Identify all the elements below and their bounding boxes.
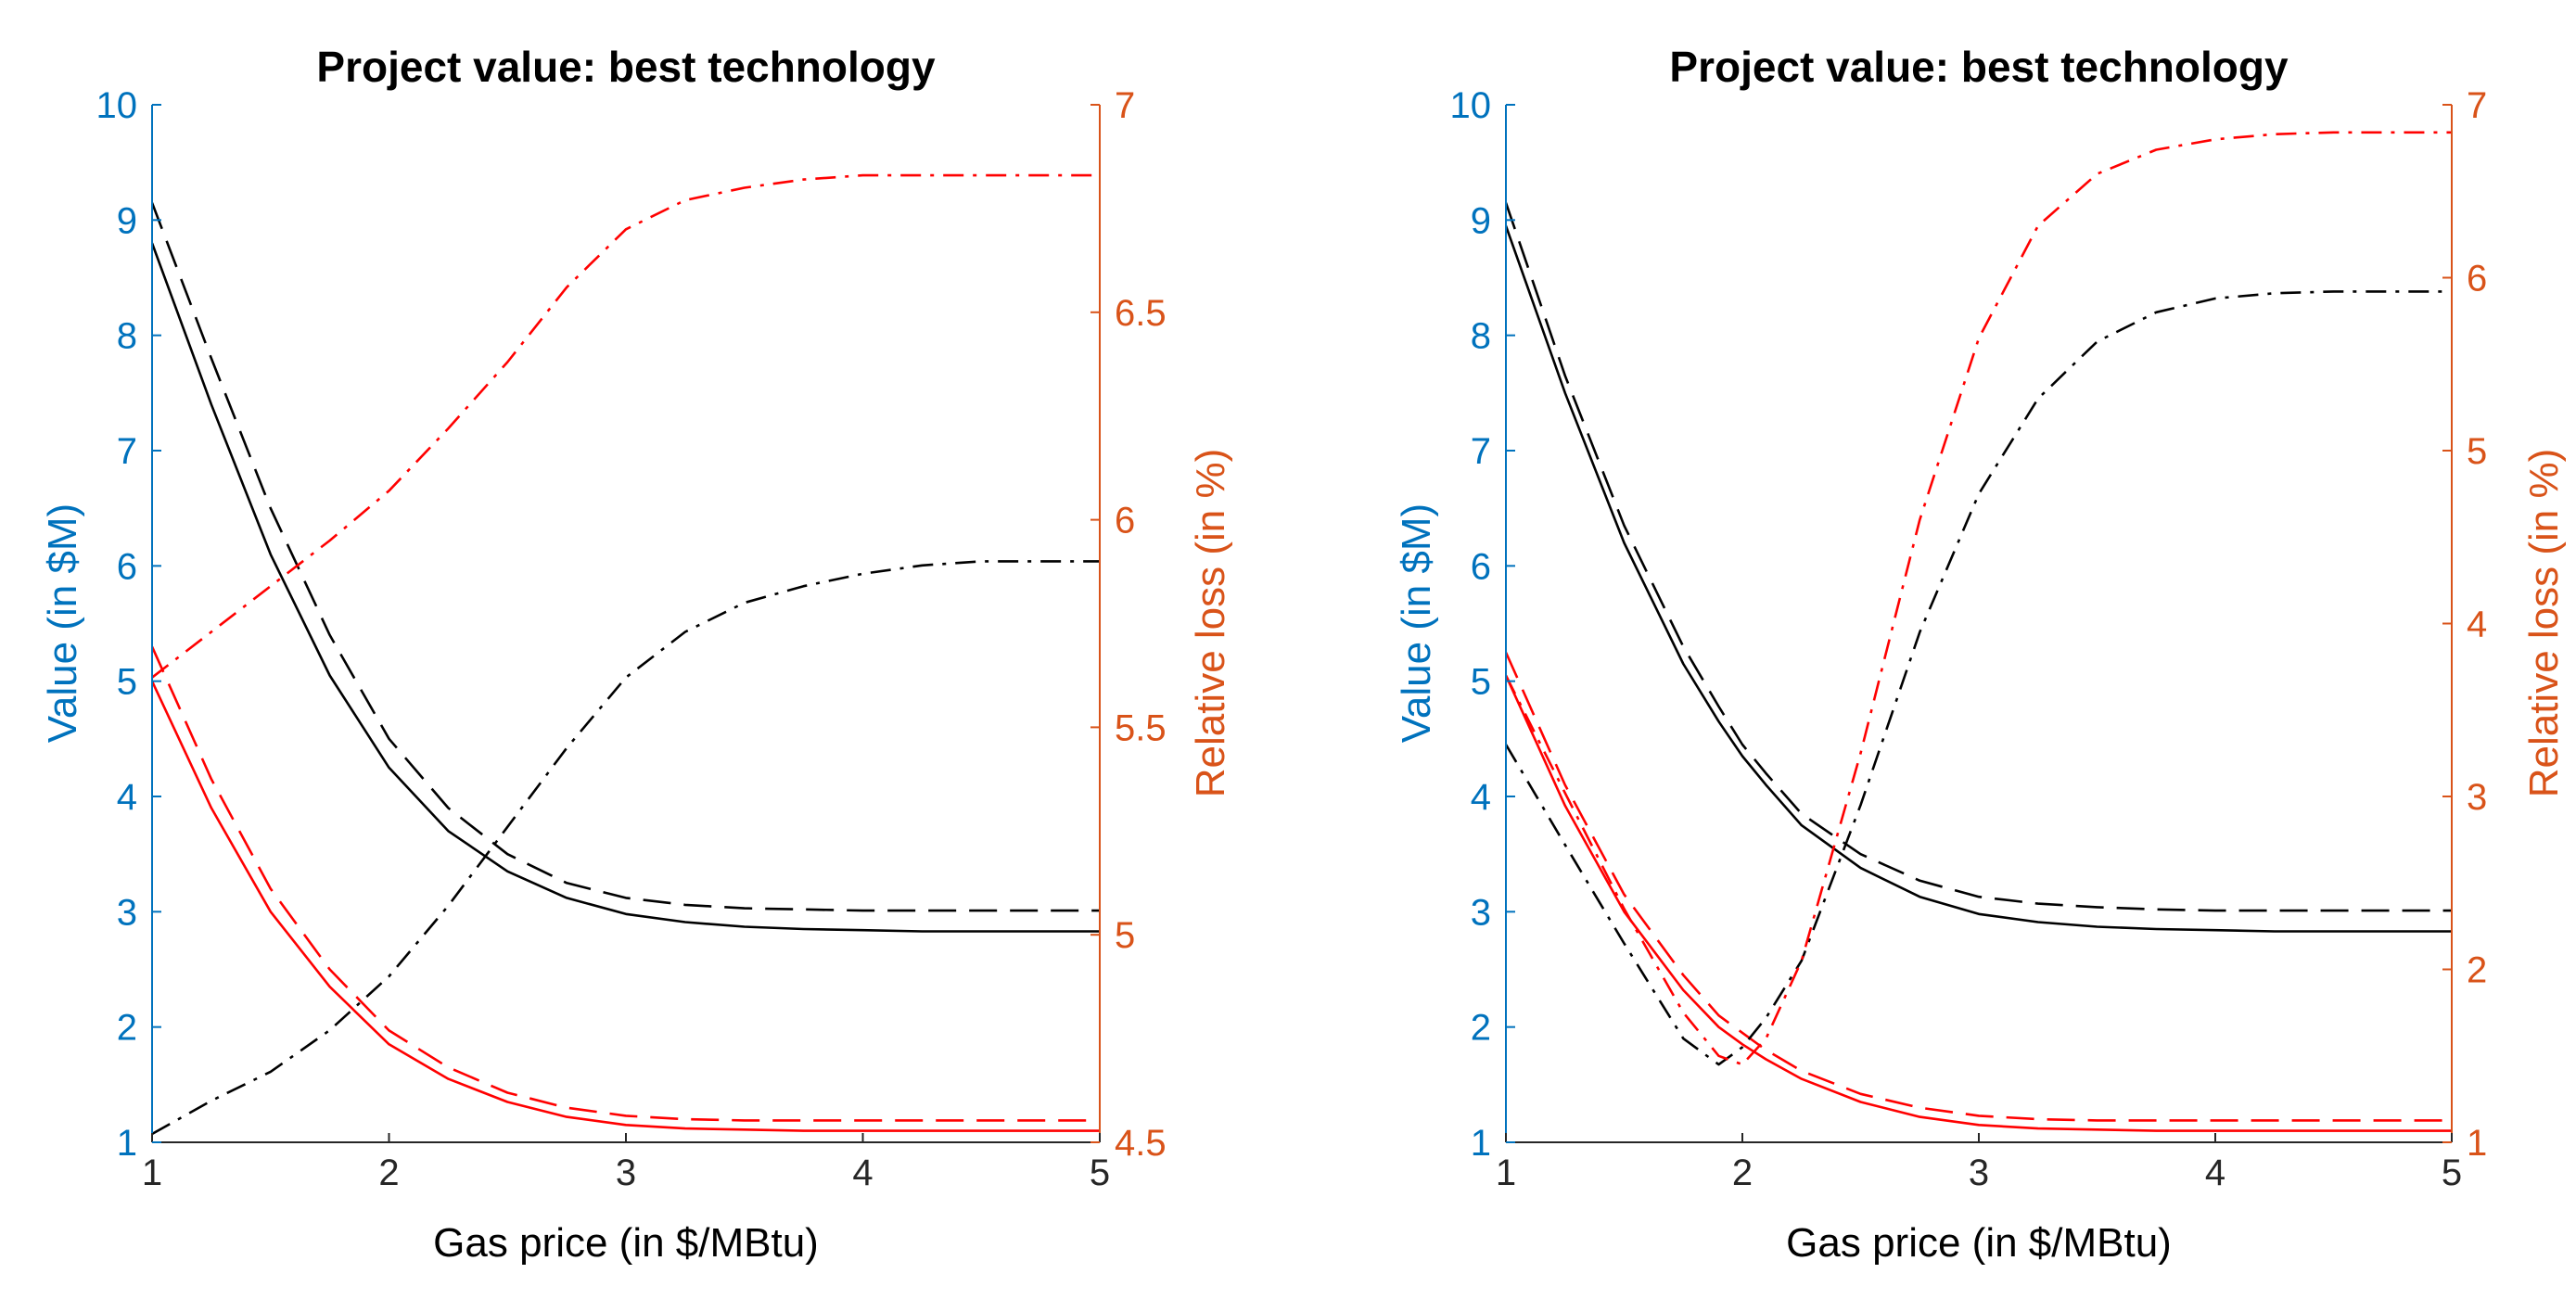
chart-title-right: Project value: best technology	[1669, 43, 2289, 91]
y-axis-label-right-left: Relative loss (in %)	[1188, 449, 1233, 798]
p1-series-line-5	[1506, 131, 2452, 1066]
p1-series-group	[1506, 131, 2452, 1132]
p1-y-right-tick-label-1: 2	[2467, 950, 2487, 991]
x-axis-label-right: Gas price (in $/MBtu)	[1786, 1220, 2172, 1266]
p0-series-line-2	[152, 681, 1100, 1132]
p1-y-tick-label-1: 2	[1471, 1008, 1491, 1049]
p0-y-right-tick-label-2: 5.5	[1115, 707, 1167, 748]
p1-y-right-tick-label-6: 7	[2467, 85, 2487, 126]
p1-x-tick-label-4: 5	[2442, 1153, 2462, 1193]
p0-x-tick-label-0: 1	[142, 1153, 162, 1193]
p1-y-tick-label-3: 4	[1471, 777, 1491, 818]
p1-y-right-tick-label-2: 3	[2467, 777, 2487, 818]
p0-y-tick-label-0: 1	[117, 1123, 137, 1164]
p0-y-tick-label-1: 2	[117, 1008, 137, 1049]
p1-series-line-2	[1506, 674, 2452, 1132]
p0-y-right-tick-label-5: 7	[1115, 85, 1135, 126]
p0-y-right-tick-label-3: 6	[1115, 501, 1135, 541]
p1-y-tick-label-8: 9	[1471, 200, 1491, 241]
p1-y-tick-label-5: 6	[1471, 546, 1491, 587]
p1-y-right-tick-label-3: 4	[2467, 605, 2487, 645]
p1-y-right-tick-label-4: 5	[2467, 431, 2487, 472]
p0-x-tick-label-2: 3	[616, 1153, 636, 1193]
p0-x-tick-label-4: 5	[1090, 1153, 1110, 1193]
p1-y-right-tick-label-0: 1	[2467, 1123, 2487, 1164]
p1-y-right-tick-label-5: 6	[2467, 259, 2487, 299]
p0-y-tick-label-6: 7	[117, 431, 137, 472]
p0-series-line-0	[152, 242, 1100, 933]
y-axis-label-left: Value (in $M)	[40, 503, 85, 743]
y-axis-label-right-right: Relative loss (in %)	[2521, 449, 2567, 798]
p0-series-line-1	[152, 202, 1100, 912]
p0-y-tick-label-7: 8	[117, 316, 137, 357]
p1-y-tick-label-7: 8	[1471, 316, 1491, 357]
p0-y-tick-label-4: 5	[117, 662, 137, 703]
p1-series-line-4	[1506, 290, 2452, 1066]
p1-y-tick-label-4: 5	[1471, 662, 1491, 703]
p1-x-tick-label-1: 2	[1732, 1153, 1753, 1193]
p0-y-right-tick-label-1: 5	[1115, 915, 1135, 956]
p1-series-line-3	[1506, 652, 2452, 1122]
p0-y-tick-label-3: 4	[117, 777, 137, 818]
p1-series-line-1	[1506, 202, 2452, 912]
p1-x-tick-label-3: 4	[2205, 1153, 2225, 1193]
p0-y-tick-label-8: 9	[117, 200, 137, 241]
p1-x-tick-label-0: 1	[1496, 1153, 1516, 1193]
p0-series-line-5	[152, 173, 1100, 679]
p0-series-line-4	[152, 560, 1100, 1136]
p0-y-tick-label-9: 10	[96, 85, 138, 126]
p1-y-tick-label-0: 1	[1471, 1123, 1491, 1164]
p0-series-group	[152, 173, 1100, 1136]
y-axis-label-right-panel: Value (in $M)	[1394, 503, 1439, 743]
chart-title-left: Project value: best technology	[316, 43, 936, 91]
p1-y-tick-label-9: 10	[1450, 85, 1492, 126]
x-axis-label-left: Gas price (in $/MBtu)	[433, 1220, 819, 1266]
p0-y-tick-label-2: 3	[117, 892, 137, 933]
p0-y-right-tick-label-0: 4.5	[1115, 1123, 1167, 1164]
p0-x-tick-label-1: 2	[378, 1153, 399, 1193]
p1-x-tick-label-2: 3	[1969, 1153, 1989, 1193]
p0-y-right-tick-label-4: 6.5	[1115, 293, 1167, 334]
p1-series-line-0	[1506, 225, 2452, 933]
chart-panel-right: Project value: best technology Gas price…	[1394, 43, 2567, 1266]
p0-x-tick-label-3: 4	[852, 1153, 873, 1193]
p0-y-tick-label-5: 6	[117, 546, 137, 587]
p1-y-tick-label-2: 3	[1471, 892, 1491, 933]
chart-panel-left: Project value: best technology Gas price…	[40, 43, 1233, 1266]
p0-series-line-3	[152, 645, 1100, 1122]
p1-y-tick-label-6: 7	[1471, 431, 1491, 472]
